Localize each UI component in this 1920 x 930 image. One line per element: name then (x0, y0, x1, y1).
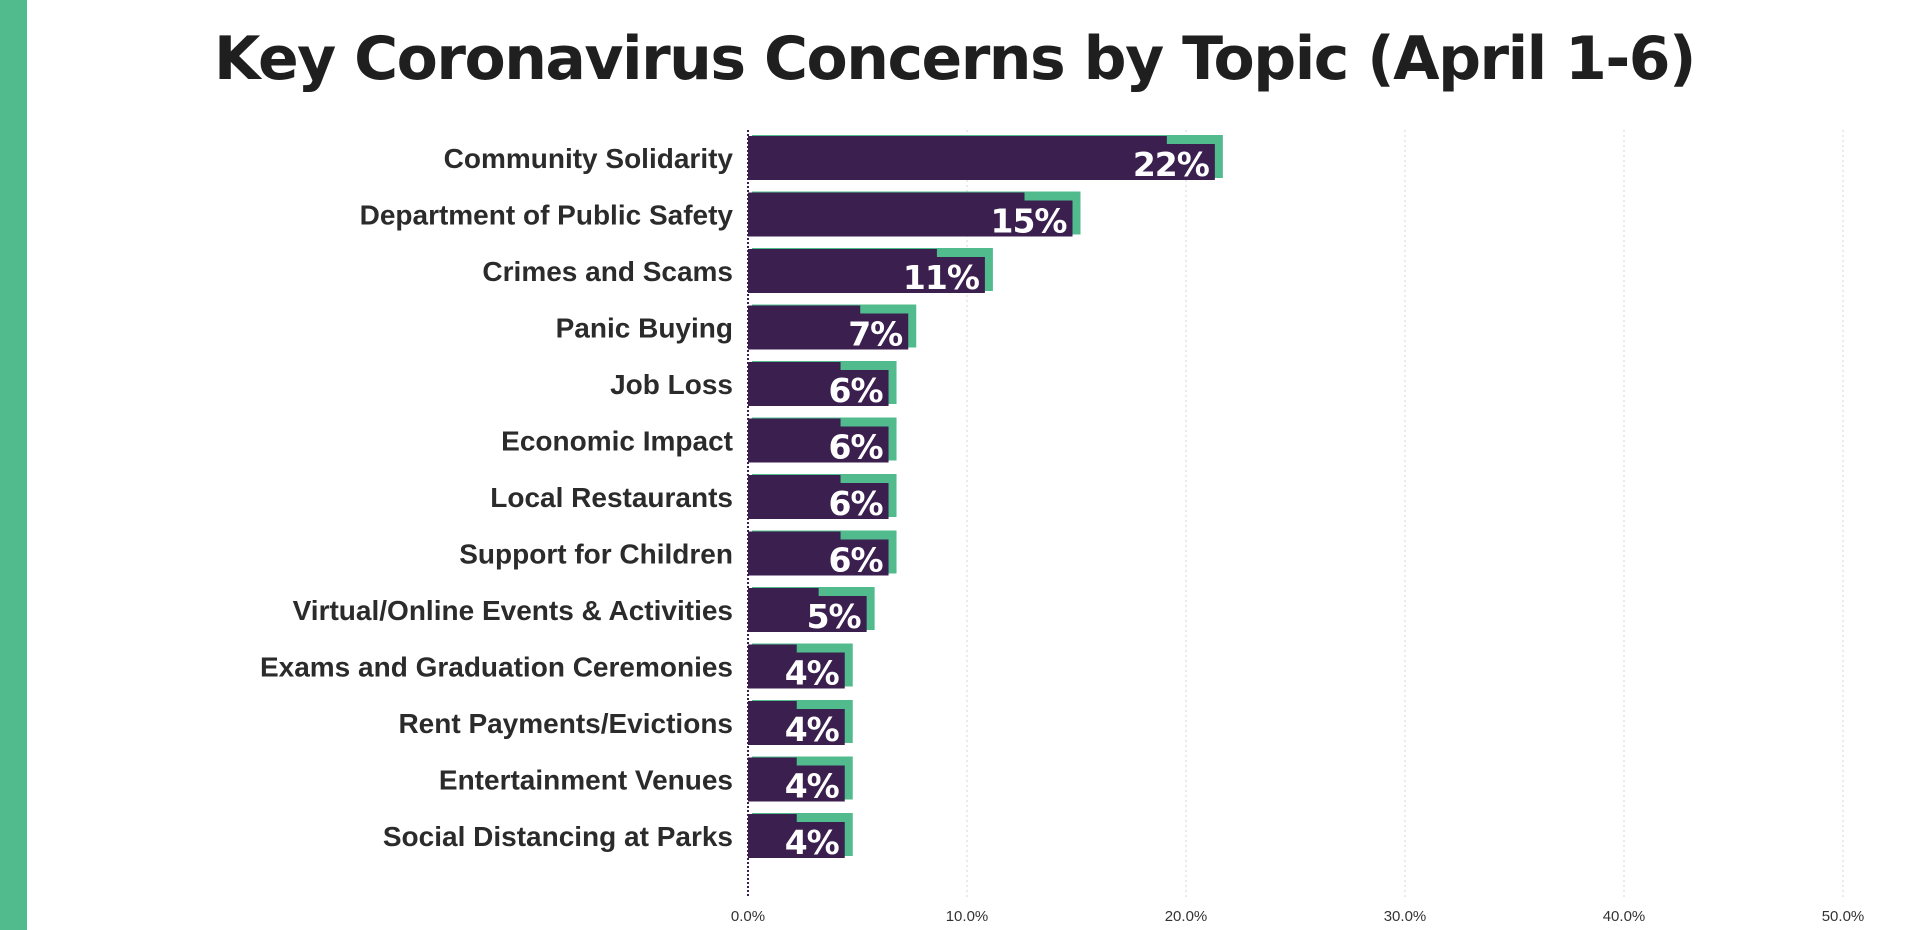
x-tick-label: 10.0% (946, 908, 989, 925)
bars-layer: 22% 15% 11%7% 6% 6% 6% 6% 5% 4% 4% 4% 4% (748, 135, 1223, 862)
category-label: Entertainment Venues (439, 765, 733, 796)
bar-body (748, 757, 797, 802)
bar-value-label: 6% (829, 484, 884, 523)
category-label: Department of Public Safety (360, 200, 734, 231)
bar-value-label: 4% (785, 654, 840, 693)
category-label: Panic Buying (556, 313, 733, 344)
x-axis-ticks: 0.0% 10.0% 20.0% 30.0% 40.0% 50.0% (731, 908, 1864, 925)
category-label: Support for Children (459, 539, 733, 570)
bar-value-label: 4% (785, 823, 840, 862)
category-label: Job Loss (610, 369, 733, 400)
category-label: Community Solidarity (444, 143, 734, 174)
category-label: Crimes and Scams (482, 256, 733, 287)
bar-body (748, 192, 1025, 237)
x-tick-label: 40.0% (1603, 908, 1646, 925)
bar-body (748, 362, 841, 406)
bar-value-label: 6% (829, 428, 884, 467)
bar-body (748, 588, 819, 632)
category-label: Economic Impact (501, 426, 733, 457)
bar-body (748, 814, 797, 858)
x-tick-label: 0.0% (731, 908, 765, 925)
category-labels: Community Solidarity Department of Public… (260, 143, 733, 852)
bar-body (748, 475, 841, 519)
category-label: Exams and Graduation Ceremonies (260, 652, 733, 683)
bar-value-label: 15% (991, 202, 1068, 241)
x-tick-label: 20.0% (1165, 908, 1208, 925)
bar-value-label: 22% (1133, 145, 1210, 184)
x-tick-label: 30.0% (1384, 908, 1427, 925)
bar-value-label: 4% (785, 767, 840, 806)
bar-body (748, 249, 937, 293)
bar-value-label: 6% (829, 541, 884, 580)
bar-value-label: 4% (785, 710, 840, 749)
bar-body (748, 644, 797, 689)
bar-body (748, 418, 841, 463)
chart-title: Key Coronavirus Concerns by Topic (April… (214, 24, 1696, 94)
bar-value-label: 5% (807, 597, 862, 636)
bar-value-label: 7% (848, 315, 903, 354)
left-accent-stripe (0, 0, 27, 930)
bar-body (748, 136, 1167, 180)
category-label: Virtual/Online Events & Activities (293, 595, 733, 626)
bar-value-label: 11% (903, 258, 980, 297)
x-tick-label: 50.0% (1822, 908, 1865, 925)
grid-layer (966, 130, 1844, 898)
bar-body (748, 305, 861, 350)
category-label: Rent Payments/Evictions (398, 708, 733, 739)
bar-value-label: 6% (829, 371, 884, 410)
bar-body (748, 531, 841, 576)
category-label: Social Distancing at Parks (383, 821, 733, 852)
bar-body (748, 701, 797, 745)
category-label: Local Restaurants (490, 482, 733, 513)
